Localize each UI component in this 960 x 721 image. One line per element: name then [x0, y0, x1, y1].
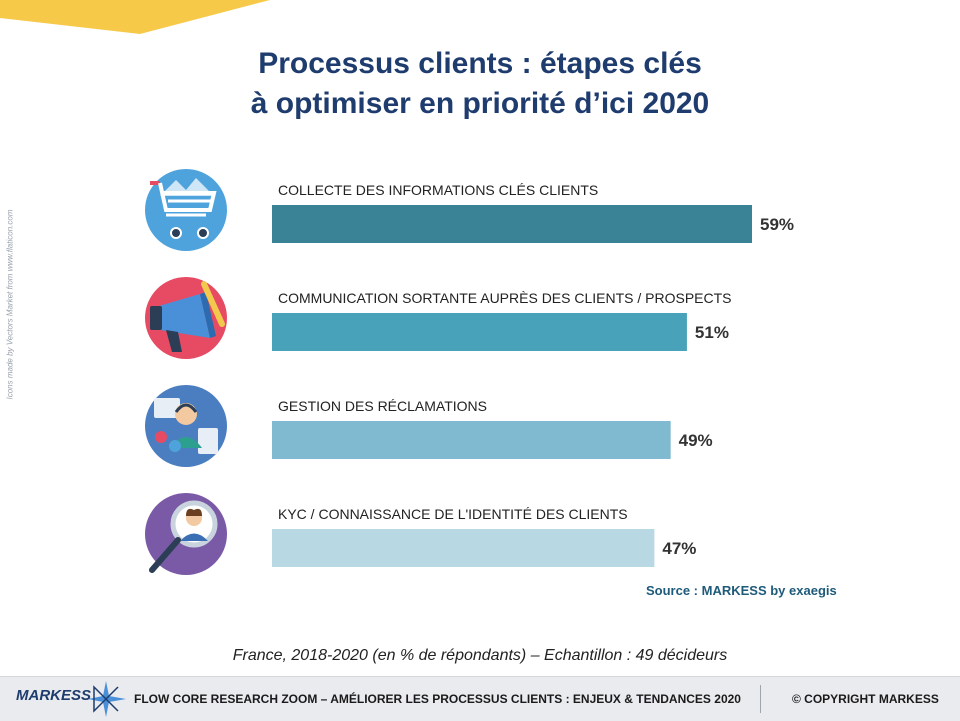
- bar: [272, 205, 752, 243]
- bar-category-label: GESTION DES RÉCLAMATIONS: [278, 398, 487, 414]
- shopping-cart-icon: [145, 169, 227, 251]
- star-logo-icon: [88, 681, 126, 717]
- customer-support-icon: [145, 385, 227, 467]
- bar-value-label: 51%: [695, 323, 729, 342]
- source-note: Source : MARKESS by exaegis: [646, 583, 837, 598]
- page-title: Processus clients : étapes clés à optimi…: [0, 44, 960, 124]
- footer-bar: MARKESS FLOW CORE RESEARCH ZOOM – AMÉLIO…: [0, 676, 960, 721]
- identity-search-icon: [145, 493, 227, 575]
- megaphone-icon: [145, 277, 227, 359]
- bar: [272, 313, 687, 351]
- sample-footnote: France, 2018-2020 (en % de répondants) –…: [232, 647, 728, 664]
- top-yellow-banner: [0, 0, 270, 34]
- bar-chart: COLLECTE DES INFORMATIONS CLÉS CLIENTS 59…: [145, 169, 794, 575]
- footer-report-title: FLOW CORE RESEARCH ZOOM – AMÉLIORER LES …: [134, 692, 741, 706]
- bars-group: COLLECTE DES INFORMATIONS CLÉS CLIENTS 59…: [272, 182, 794, 567]
- bar-category-label: KYC / CONNAISSANCE DE L'IDENTITÉ DES CLI…: [278, 506, 628, 522]
- footer-copyright: © COPYRIGHT MARKESS: [792, 692, 939, 706]
- bar-value-label: 47%: [662, 539, 696, 558]
- title-line-1: Processus clients : étapes clés: [258, 47, 702, 80]
- footer-divider: [760, 685, 761, 713]
- bar: [272, 529, 655, 567]
- title-line-2: à optimiser en priorité d’ici 2020: [250, 87, 710, 120]
- bar-value-label: 59%: [760, 215, 794, 234]
- bar: [272, 421, 671, 459]
- bar-value-label: 49%: [679, 431, 713, 450]
- bar-category-label: COMMUNICATION SORTANTE AUPRÈS DES CLIENT…: [278, 290, 732, 306]
- footer-brand: MARKESS: [16, 687, 92, 704]
- bar-category-label: COLLECTE DES INFORMATIONS CLÉS CLIENTS: [278, 182, 598, 198]
